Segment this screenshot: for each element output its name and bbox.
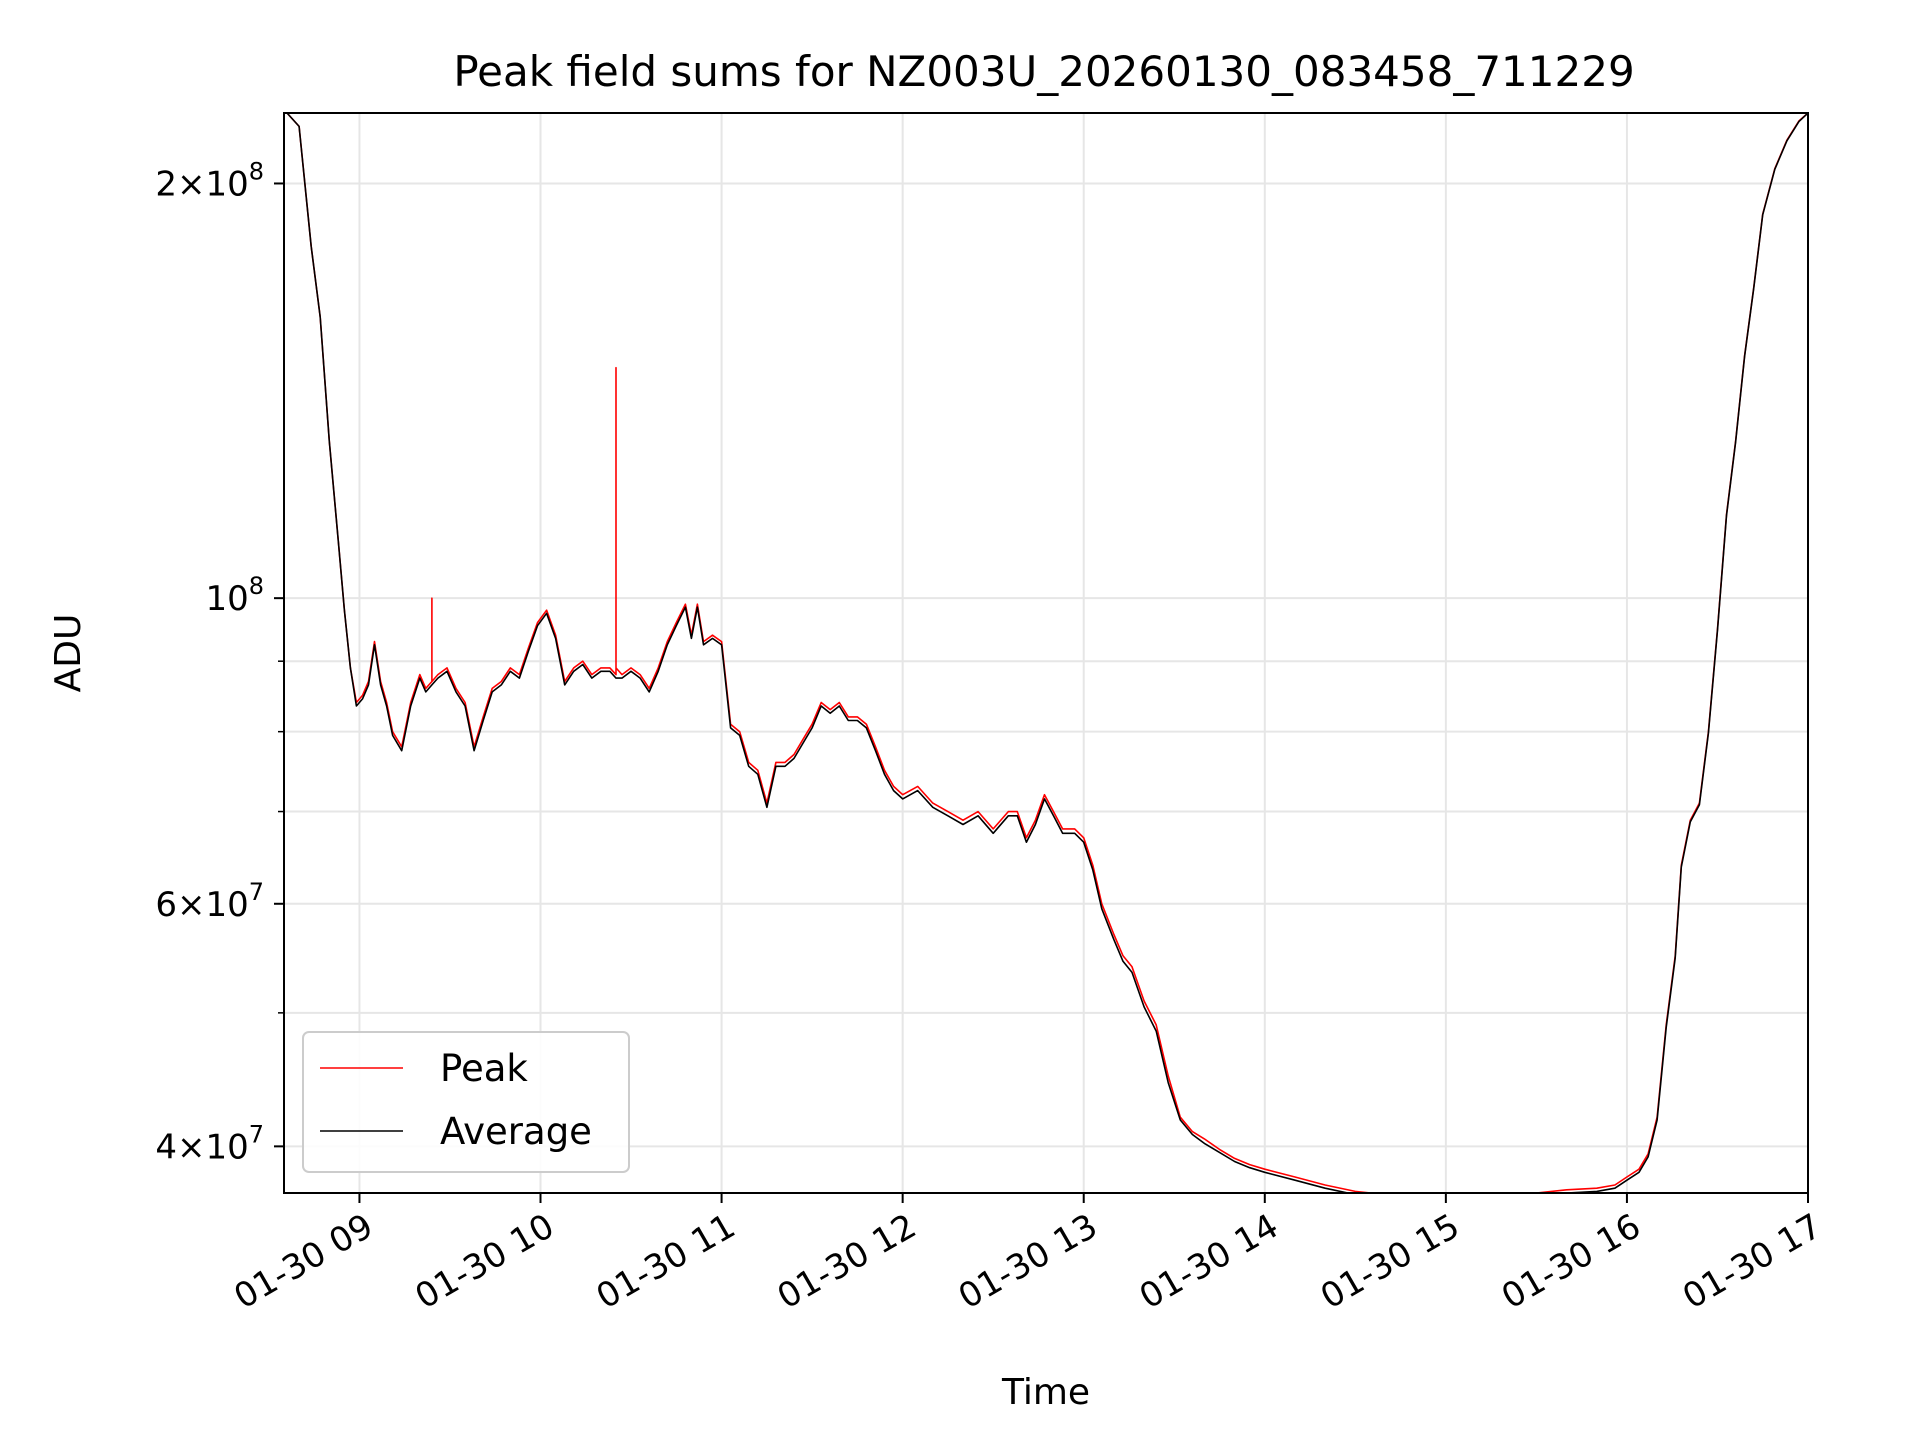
y-axis-label: ADU — [48, 614, 89, 693]
series-line-average — [286, 113, 1808, 1193]
y-tick-exponent: 8 — [249, 572, 264, 600]
y-tick-label: 2×108 — [155, 157, 264, 204]
y-tick-label: 4×107 — [155, 1120, 264, 1167]
y-tick-base: 6×10 — [155, 885, 248, 925]
y-tick-base: 10 — [205, 579, 248, 619]
legend-label-peak: Peak — [440, 1047, 528, 1090]
y-tick-label: 6×107 — [155, 878, 264, 925]
legend-box — [302, 1031, 630, 1173]
legend: Peak Average — [302, 1031, 630, 1173]
y-tick-base: 4×10 — [155, 1127, 248, 1167]
y-tick-exponent: 8 — [249, 157, 264, 185]
y-tick-label: 108 — [205, 572, 264, 619]
y-tick-exponent: 7 — [249, 878, 264, 906]
series-line-peak — [286, 113, 1808, 1193]
legend-label-average: Average — [440, 1110, 592, 1153]
chart-title: Peak field sums for NZ003U_20260130_0834… — [453, 47, 1634, 96]
y-tick-exponent: 7 — [249, 1120, 264, 1148]
plot-frame — [283, 112, 1809, 1194]
series-layer — [286, 113, 1808, 1193]
x-axis-label: Time — [1001, 1372, 1090, 1413]
y-tick-base: 2×10 — [155, 164, 248, 204]
